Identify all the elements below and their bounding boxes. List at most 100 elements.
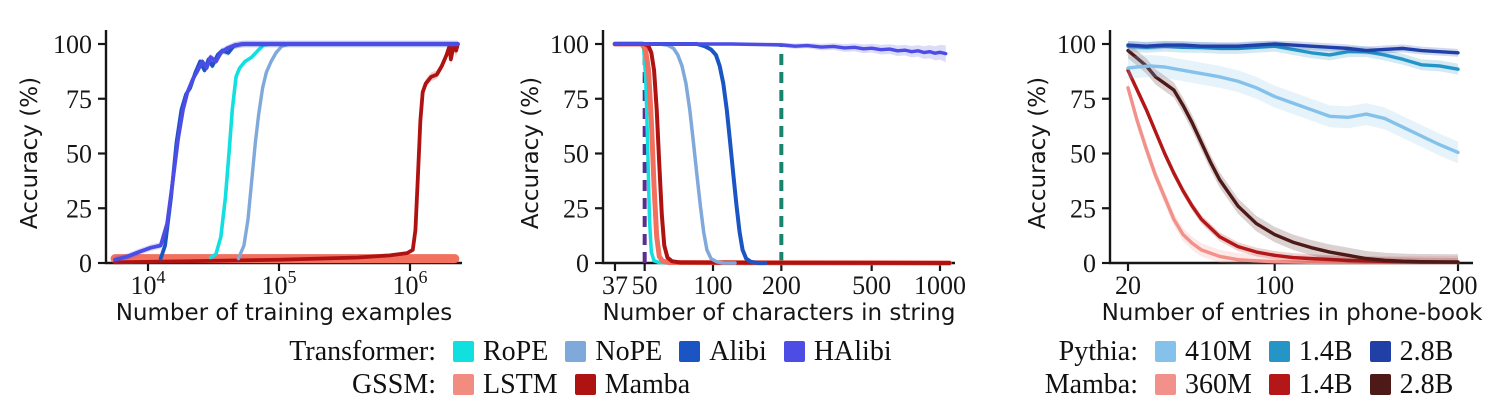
series-line-nope xyxy=(236,42,460,261)
legend-row: Pythia: 410M 1.4B 2.8B xyxy=(1034,335,1454,368)
series-line-pythia-2.8b xyxy=(1126,42,1460,55)
series-line-rope xyxy=(208,42,460,260)
y-tick-label: 0 xyxy=(576,249,589,278)
xlabel-chart-2: Number of characters in string xyxy=(602,300,956,326)
series-line-mamba-360m xyxy=(1126,86,1460,265)
x-tick-label: 200 xyxy=(1439,271,1478,300)
legend-swatch-icon xyxy=(1268,341,1290,362)
series-line-mamba-1.4b xyxy=(1126,68,1460,265)
legend-item-1.4b: 1.4B xyxy=(1268,368,1353,401)
legend-item-1.4b: 1.4B xyxy=(1268,335,1353,368)
x-tick-label: 50 xyxy=(632,271,658,300)
legend-row: Transformer: RoPE NoPE Alibi HAlibi xyxy=(278,335,892,368)
y-tick-label: 100 xyxy=(53,30,92,59)
error-band xyxy=(160,40,458,262)
legend-item-410m: 410M xyxy=(1155,336,1252,368)
legend-item-lstm: LSTM xyxy=(453,369,558,401)
x-tick-label: 500 xyxy=(852,271,891,300)
x-tick-label: 104 xyxy=(131,267,166,300)
legend-row: Mamba: 360M 1.4B 2.8B xyxy=(1034,368,1454,401)
legend-item-alibi: Alibi xyxy=(679,336,767,368)
y-tick-label: 0 xyxy=(1083,249,1096,278)
series-line-halibi xyxy=(613,42,948,56)
series-line-mamba xyxy=(612,42,952,265)
legend-swatch-icon xyxy=(1369,341,1391,362)
x-tick-label: 100 xyxy=(1255,271,1294,300)
chart-training-examples: 0 25 50 75 100 104 105 106 xyxy=(53,30,462,300)
legend-swatch-icon xyxy=(1268,374,1290,395)
legend-group-label: Pythia: xyxy=(1058,335,1138,367)
y-tick-label: 50 xyxy=(66,140,92,169)
legend-item-label: 360M xyxy=(1185,368,1252,400)
legend-item-label: LSTM xyxy=(483,368,558,400)
series-line-pythia-1.4b xyxy=(1126,44,1460,71)
legend-item-label: HAlibi xyxy=(813,335,892,367)
series-line-lstm xyxy=(612,41,952,266)
series-line-pythia-410m xyxy=(1126,64,1460,155)
y-tick-label: 50 xyxy=(563,140,589,169)
error-band xyxy=(1128,54,1458,164)
ylabel-chart-1: Accuracy (%) xyxy=(17,76,43,230)
legend-group-label: Transformer: xyxy=(289,335,436,367)
y-tick-label: 75 xyxy=(563,85,589,114)
series-line-halibi xyxy=(113,42,460,262)
legend-item-halibi: HAlibi xyxy=(783,335,892,368)
y-tick-label: 100 xyxy=(1057,30,1096,59)
x-tick-label: 106 xyxy=(393,267,428,300)
legend-swatch-icon xyxy=(453,374,474,395)
y-tick-label: 50 xyxy=(1070,140,1096,169)
series-line-nope xyxy=(613,42,737,265)
legend-item-nope: NoPE xyxy=(565,336,662,368)
legend-item-360m: 360M xyxy=(1155,369,1252,401)
legend-item-label: Alibi xyxy=(709,335,767,367)
ylabel-chart-3: Accuracy (%) xyxy=(1025,76,1051,230)
legend-item-label: 2.8B xyxy=(1399,368,1454,400)
ylabel-chart-2: Accuracy (%) xyxy=(518,76,544,230)
legend-swatch-icon xyxy=(565,341,587,362)
legend-swatch-icon xyxy=(1155,374,1176,395)
legend-swatch-icon xyxy=(1369,374,1391,395)
legend-swatch-icon xyxy=(679,341,701,362)
chart-phonebook-entries: 0 25 50 75 100 20 100 200 xyxy=(1057,30,1478,300)
series-line-mamba xyxy=(113,42,460,265)
legend-item-2.8b: 2.8B xyxy=(1369,335,1454,368)
xlabel-chart-3: Number of entries in phone-book xyxy=(1101,300,1483,326)
legend-item-rope: RoPE xyxy=(453,336,548,368)
legend-item-label: 1.4B xyxy=(1298,335,1353,367)
legend-item-label: 2.8B xyxy=(1399,335,1454,367)
y-tick-label: 25 xyxy=(1070,194,1096,223)
y-tick-label: 75 xyxy=(66,85,92,114)
y-tick-label: 25 xyxy=(563,194,589,223)
legend-swatch-icon xyxy=(574,374,596,395)
legend-swatch-icon xyxy=(1155,341,1176,362)
legend-group-label: GSSM: xyxy=(351,368,436,400)
legend-transformer-gssm: Transformer: RoPE NoPE Alibi HAlibi GSSM: LSTM… xyxy=(278,335,892,401)
legend-item-label: 1.4B xyxy=(1298,368,1353,400)
legend-row: GSSM: LSTM Mamba xyxy=(278,368,892,401)
legend-item-2.8b: 2.8B xyxy=(1369,368,1454,401)
legend-item-label: Mamba xyxy=(604,368,691,400)
x-tick-label: 37 xyxy=(602,271,628,300)
legend-item-label: 410M xyxy=(1185,335,1252,367)
series-line-mamba-2.8b xyxy=(1126,48,1460,264)
legend-item-label: RoPE xyxy=(483,335,549,367)
y-tick-label: 100 xyxy=(550,30,589,59)
x-tick-label: 1000 xyxy=(914,271,966,300)
series-line-alibi xyxy=(612,42,768,265)
x-tick-label: 100 xyxy=(694,271,733,300)
x-tick-label: 105 xyxy=(262,267,297,300)
legend-item-mamba: Mamba xyxy=(574,368,691,401)
legend-group-label: Mamba: xyxy=(1044,368,1138,400)
x-tick-label: 200 xyxy=(762,271,801,300)
series-line-alibi xyxy=(158,42,460,261)
legend-swatch-icon xyxy=(783,341,805,362)
legend-swatch-icon xyxy=(453,341,474,362)
y-tick-label: 75 xyxy=(1070,85,1096,114)
y-tick-label: 0 xyxy=(79,249,92,278)
xlabel-chart-1: Number of training examples xyxy=(115,300,453,326)
y-tick-label: 25 xyxy=(66,194,92,223)
legend-item-label: NoPE xyxy=(595,335,663,367)
legend-pythia-mamba: Pythia: 410M 1.4B 2.8B Mamba: 360M 1.4B 2.8B xyxy=(1034,335,1454,401)
